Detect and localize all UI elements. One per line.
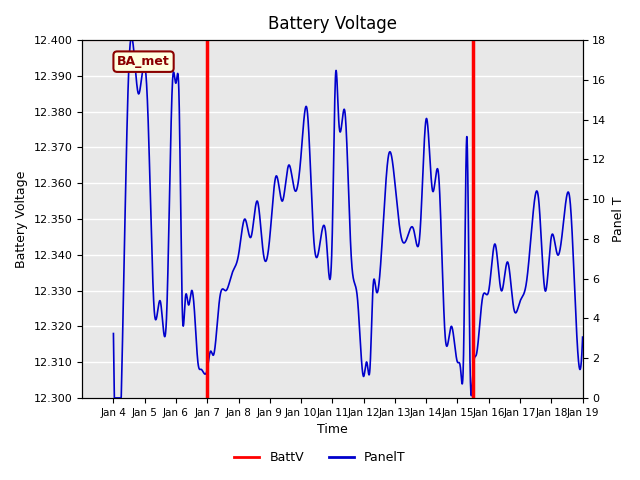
Y-axis label: Battery Voltage: Battery Voltage xyxy=(15,170,28,268)
Text: BA_met: BA_met xyxy=(117,55,170,68)
Y-axis label: Panel T: Panel T xyxy=(612,196,625,242)
Legend: BattV, PanelT: BattV, PanelT xyxy=(229,446,411,469)
Title: Battery Voltage: Battery Voltage xyxy=(268,15,397,33)
X-axis label: Time: Time xyxy=(317,423,348,436)
